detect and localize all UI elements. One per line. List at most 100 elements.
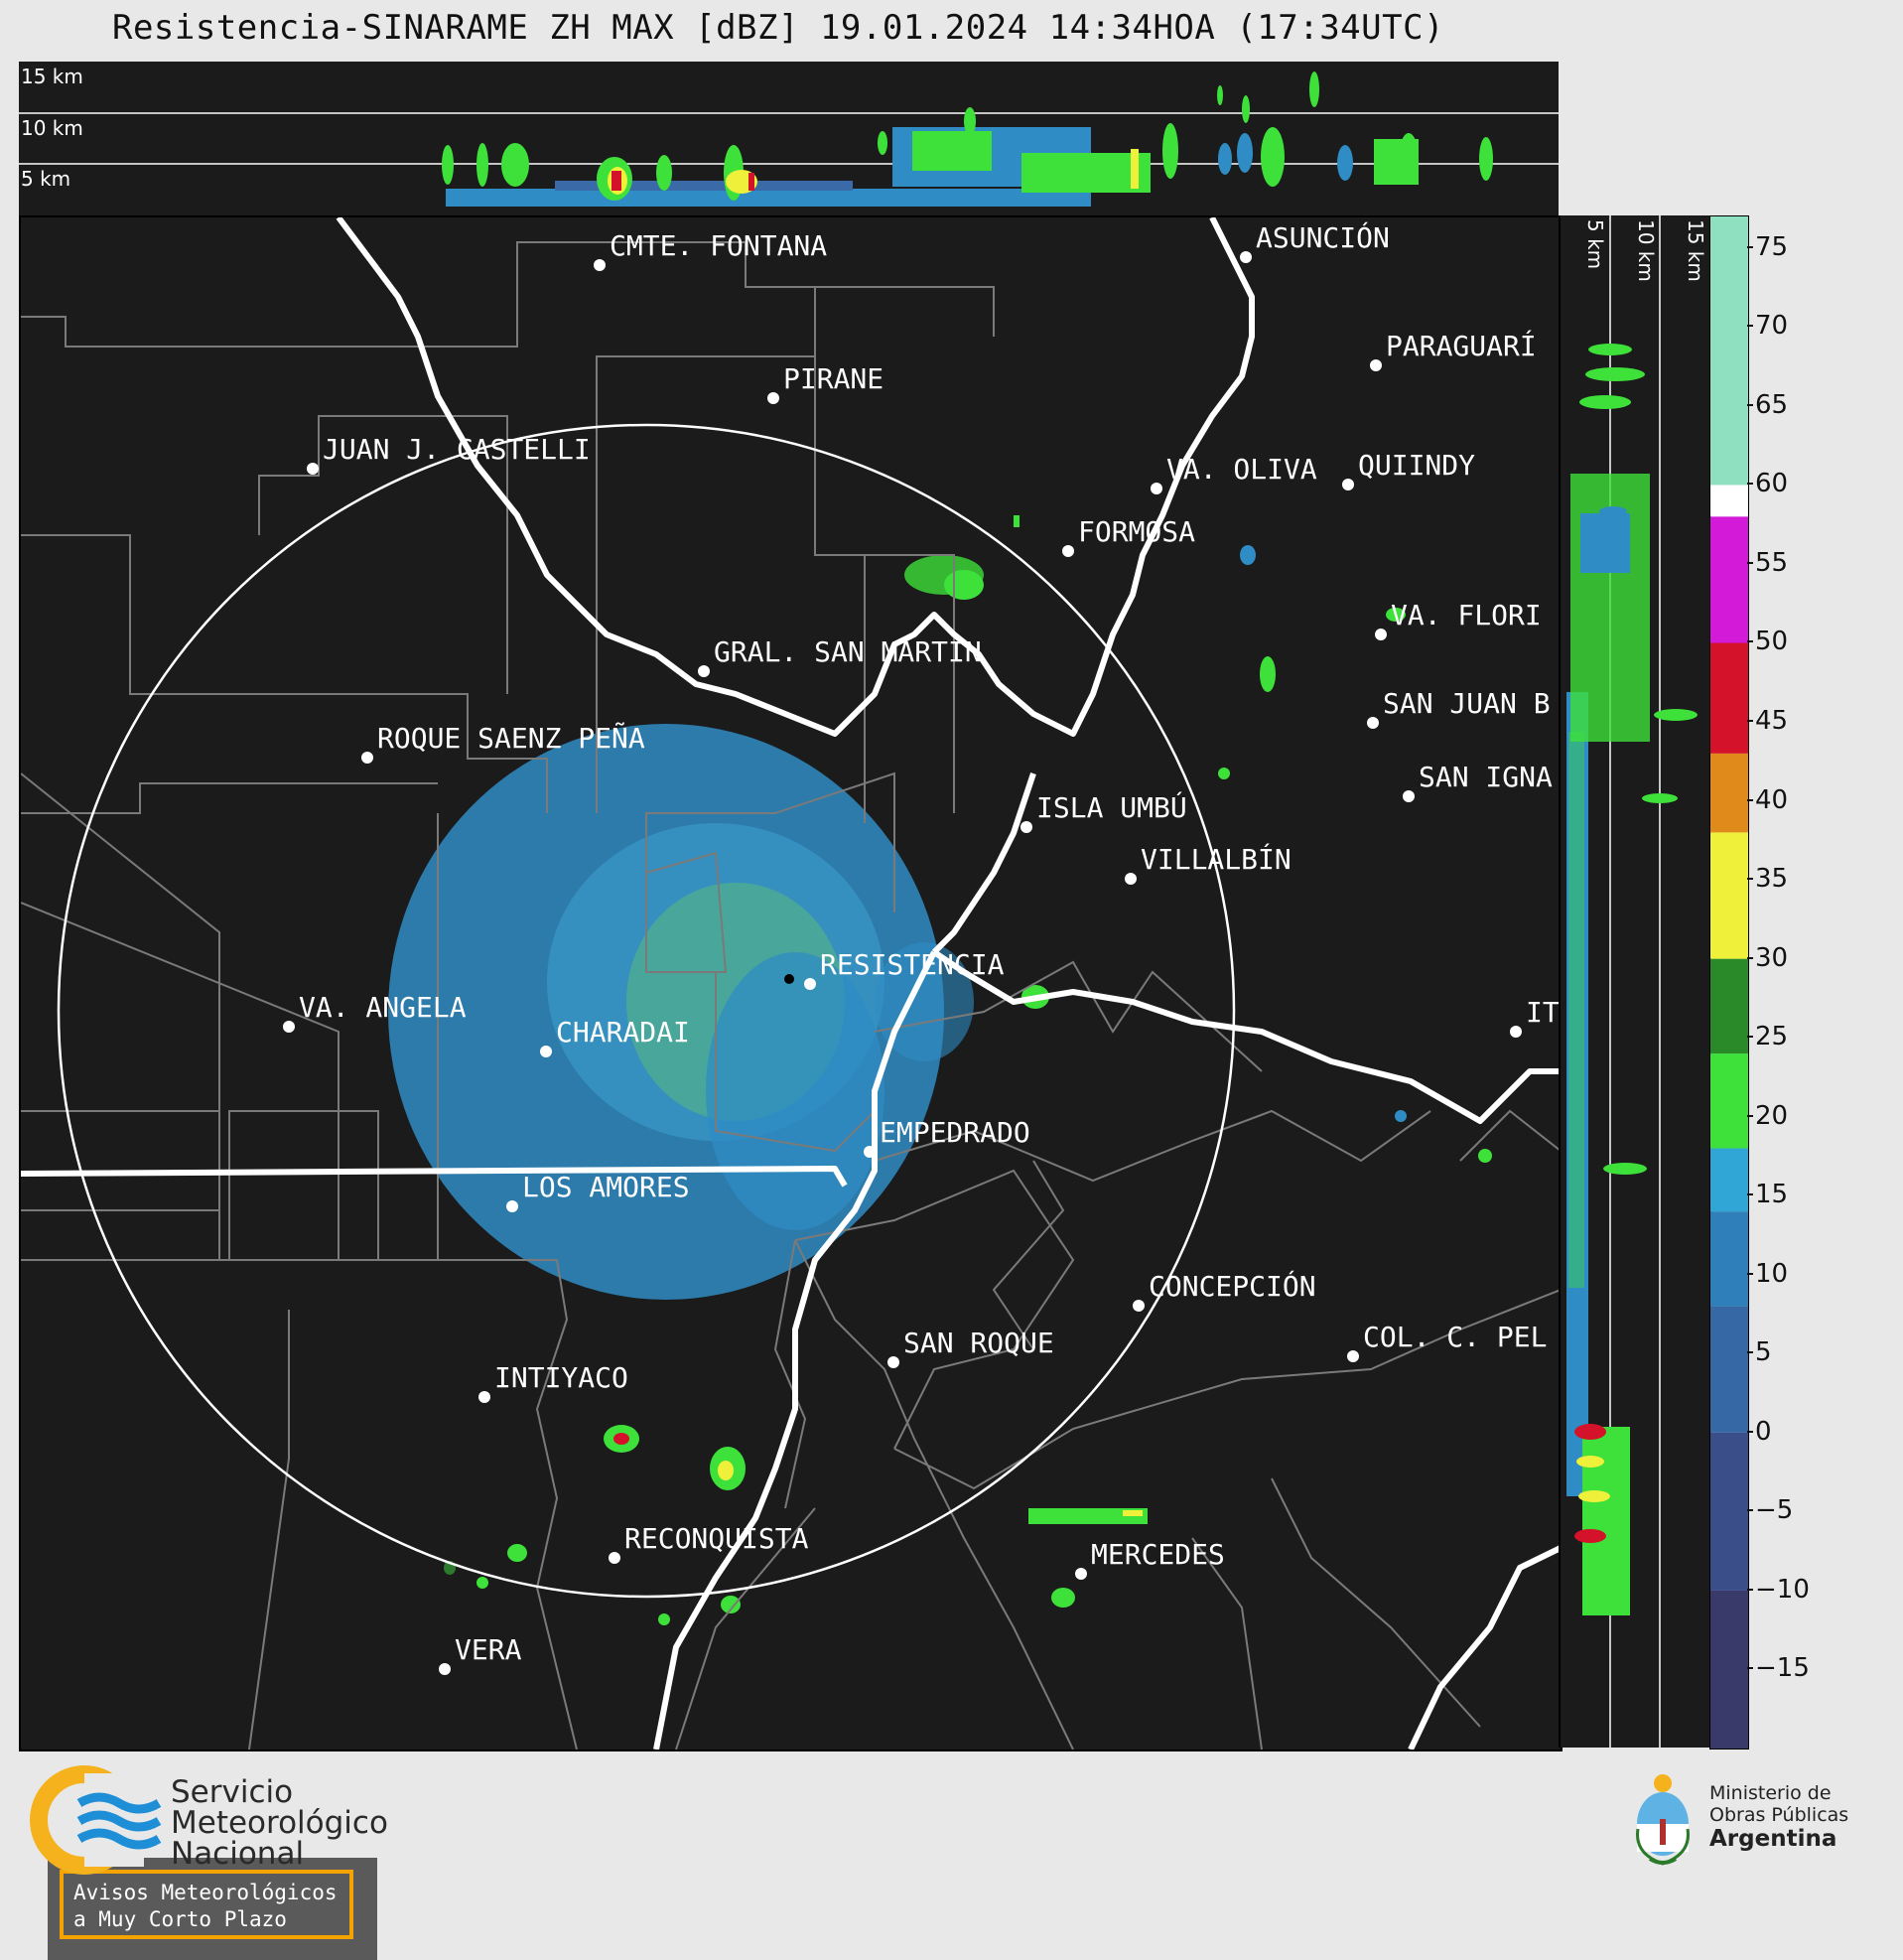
radar-map[interactable]: CMTE. FONTANA ASUNCIÓN PARAGUARÍ PIRANE JUAN… [19,215,1563,1960]
city-label: ISLA UMBÚ [1036,790,1187,824]
notice-line-2: a Muy Corto Plazo [73,1907,287,1931]
colorbar-band [1710,1211,1748,1307]
colorbar-band [1710,1590,1748,1749]
colorbar-tick-label: 40 [1755,784,1789,815]
colorbar-tick-label: −5 [1755,1495,1794,1526]
city-marker[interactable]: ROQUE SAENZ PEÑA [361,721,645,764]
city-marker[interactable]: INTIYACO [478,1361,628,1403]
colorbar-tick-label: 20 [1755,1100,1789,1131]
admin-boundaries [21,241,1561,1750]
reflectivity-echoes [388,515,1492,1625]
city-label: FORMOSA [1078,515,1195,548]
city-marker[interactable]: PARAGUARÍ [1370,329,1537,371]
city-marker[interactable]: CMTE. FONTANA [594,229,827,271]
city-dot [540,1046,552,1057]
city-marker[interactable]: SAN IGNA [1403,761,1553,802]
colorbar-tick [1747,483,1753,486]
city-marker[interactable]: ISLA UMBÚ [1020,790,1187,833]
city-dot [478,1391,490,1403]
colorbar-band [1710,485,1748,517]
city-dot [361,752,373,764]
city-label: PIRANE [783,362,884,395]
side-alt-label-10: 10 km [1634,219,1658,282]
city-marker[interactable]: CONCEPCIÓN [1133,1269,1316,1312]
city-label: QUIINDY [1358,449,1475,482]
colorbar-tick [1747,1193,1753,1196]
colorbar-tick-label: 70 [1755,311,1789,342]
city-marker[interactable]: VA. FLORI [1375,599,1542,640]
city-dot [1240,251,1252,263]
colorbar-tick [1747,403,1753,406]
city-marker[interactable]: QUIINDY [1342,449,1475,490]
city-marker[interactable]: RESISTENCIA [804,948,1005,990]
city-dot [1062,545,1074,557]
city-label: PARAGUARÍ [1386,329,1537,362]
city-marker[interactable]: ASUNCIÓN [1240,220,1390,263]
city-marker[interactable]: VERA [439,1633,522,1675]
smn-name-line-3: Nacional [171,1836,305,1872]
colorbar-tick-label: 15 [1755,1180,1789,1210]
city-marker[interactable]: GRAL. SAN MARTIN [698,635,982,677]
colorbar-tick-label: 25 [1755,1022,1789,1052]
city-marker[interactable]: LOS AMORES [506,1171,690,1212]
colorbar-tick-label: 5 [1755,1337,1772,1368]
colorbar-tick-label: 45 [1755,706,1789,737]
city-marker[interactable]: SAN ROQUE [887,1327,1054,1368]
radar-site-marker [784,974,794,984]
city-marker[interactable]: SAN JUAN B [1367,687,1551,729]
city-dot [283,1021,295,1033]
city-marker[interactable]: JUAN J. CASTELLI [307,433,591,475]
top-alt-label-15: 15 km [21,65,83,88]
colorbar-band [1710,1432,1748,1591]
city-label: VERA [455,1633,522,1666]
colorbar-tick [1747,1667,1753,1670]
city-marker[interactable]: MERCEDES [1075,1538,1225,1580]
city-label: VA. OLIVA [1166,453,1317,486]
smn-name-line-2: Meteorológico [171,1805,388,1841]
reflectivity-colorbar [1709,215,1749,1750]
city-marker[interactable]: VA. OLIVA [1151,453,1317,494]
city-label: CONCEPCIÓN [1149,1269,1316,1303]
city-label: RECONQUISTA [624,1522,809,1555]
colorbar-tick-label: −15 [1755,1653,1810,1684]
city-label: VA. FLORI [1391,599,1542,631]
city-dot [307,463,319,475]
city-dot [1347,1350,1359,1362]
city-dot [1367,717,1379,729]
city-dot [1510,1026,1522,1038]
city-dot [439,1663,451,1675]
city-dot [1133,1300,1145,1312]
colorbar-band [1710,1053,1748,1149]
city-dot [767,392,779,404]
city-marker[interactable]: VILLALBÍN [1125,842,1291,885]
city-dot [887,1356,899,1368]
city-marker[interactable]: FORMOSA [1062,515,1195,557]
city-marker[interactable]: IT [1510,996,1560,1038]
city-label: IT [1526,996,1560,1029]
city-marker[interactable]: RECONQUISTA [609,1522,809,1564]
side-cross-section-panel: 5 km 10 km 15 km [1559,215,1711,1748]
city-marker[interactable]: EMPEDRADO [864,1116,1030,1158]
notice-line-1: Avisos Meteorológicos [73,1881,338,1904]
city-marker[interactable]: CHARADAI [540,1016,690,1057]
colorbar-tick-label: 75 [1755,231,1789,262]
city-dot [609,1552,620,1564]
city-dot [1020,821,1032,833]
colorbar-tick [1747,720,1753,723]
city-label: GRAL. SAN MARTIN [714,635,982,668]
city-dot [594,259,606,271]
city-marker[interactable]: VA. ANGELA [283,991,467,1033]
colorbar-tick-label: 10 [1755,1258,1789,1289]
colorbar-band [1710,1306,1748,1433]
side-alt-label-15: 15 km [1684,219,1707,282]
city-marker[interactable]: COL. C. PEL [1347,1321,1547,1362]
side-alt-label-5: 5 km [1583,219,1607,269]
colorbar-band [1710,216,1748,486]
city-marker[interactable]: PIRANE [767,362,884,404]
colorbar-tick [1747,1430,1753,1433]
colorbar-tick-label: 50 [1755,627,1789,657]
colorbar-tick [1747,1036,1753,1039]
city-label: ASUNCIÓN [1256,220,1390,254]
colorbar-band [1710,958,1748,1054]
city-dot [1342,479,1354,490]
